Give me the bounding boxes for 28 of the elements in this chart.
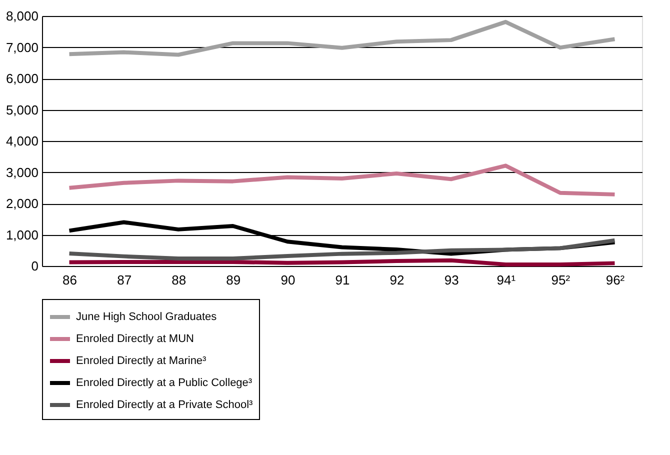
x-tick-label: 95² <box>551 272 571 288</box>
y-tick-label: 3,000 <box>6 164 38 180</box>
x-tick-label: 96² <box>606 272 626 288</box>
y-tick-label: 1,000 <box>6 227 38 242</box>
y-tick-label: 7,000 <box>6 40 38 55</box>
legend-label: Enroled Directly at a Private School³ <box>76 399 254 411</box>
legend-label: Enroled Directly at a Public College³ <box>76 377 252 389</box>
x-tick-label: 92 <box>390 272 404 288</box>
x-tick-label: 90 <box>280 272 296 288</box>
x-tick-label: 87 <box>117 272 132 288</box>
x-tick-label: 94¹ <box>496 272 516 288</box>
line-series <box>67 20 617 57</box>
legend-label: Enroled Directly at Marine³ <box>76 355 207 367</box>
x-tick-label: 89 <box>226 272 241 288</box>
x-tick-label: 93 <box>444 272 459 288</box>
y-tick-label: 6,000 <box>6 71 38 86</box>
x-tick-label: 91 <box>335 272 350 288</box>
y-tick-label: 4,000 <box>6 134 38 148</box>
y-tick-label: 2,000 <box>6 196 38 211</box>
x-tick-label: 88 <box>172 272 186 288</box>
y-tick-label: 0 <box>31 258 38 274</box>
legend-label: June High School Graduates <box>76 311 218 323</box>
y-tick-label: 5,000 <box>6 102 38 118</box>
legend-label: Enroled Directly at MUN <box>76 333 194 345</box>
line-series <box>67 238 617 260</box>
line-series <box>67 164 617 196</box>
x-tick-label: 86 <box>62 272 78 288</box>
y-tick-label: 8,000 <box>6 8 38 24</box>
